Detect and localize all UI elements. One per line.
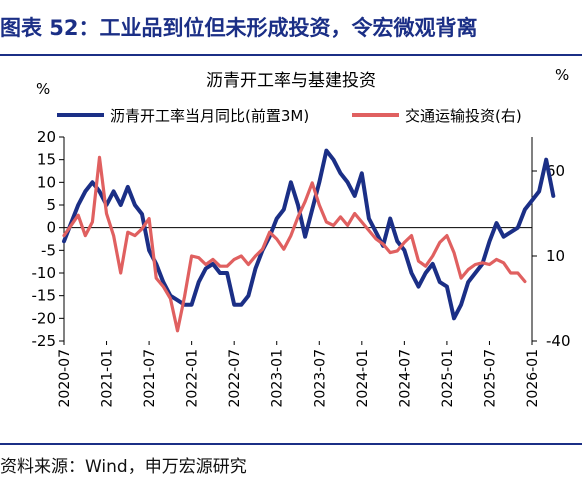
left-tick-label: -5 [41, 241, 56, 259]
x-tick-label: 2025-01 [440, 349, 456, 408]
bottom-rule [0, 443, 582, 445]
legend-label-blue: 沥青开工率当月同比(前置3M) [110, 107, 309, 125]
source-note: 资料来源：Wind，申万宏源研究 [0, 457, 247, 477]
left-unit-label: % [36, 80, 50, 98]
series-line-transport [62, 155, 527, 333]
right-unit-label: % [555, 66, 569, 84]
legend: 沥青开工率当月同比(前置3M) 交通运输投资(右) [57, 107, 522, 125]
x-tick-label: 2022-07 [227, 349, 243, 408]
left-tick-label: -20 [32, 309, 57, 327]
x-tick-label: 2023-01 [270, 349, 286, 408]
line-chart: 沥青开工率与基建投资 % % 沥青开工率当月同比(前置3M) 交通运输投资(右)… [32, 66, 571, 408]
left-tick-label: -25 [32, 332, 57, 350]
chart-title: 沥青开工率与基建投资 [206, 71, 376, 91]
left-tick-label: 15 [37, 151, 56, 169]
x-tick-label: 2026-01 [525, 349, 541, 408]
figure-title: 图表 52：工业品到位但未形成投资，令宏微观背离 [0, 16, 478, 40]
left-tick-label: 20 [37, 128, 56, 146]
left-tick-label: 10 [37, 173, 56, 191]
x-tick-label: 2025-07 [482, 349, 498, 408]
left-tick-label: 0 [46, 219, 56, 237]
x-tick-label: 2023-07 [312, 349, 328, 408]
x-tick-label: 2021-01 [100, 349, 116, 408]
x-tick-label: 2024-07 [397, 349, 413, 408]
legend-label-red: 交通运输投资(右) [405, 107, 522, 125]
x-tick-label: 2021-07 [142, 349, 158, 408]
series-layer [62, 148, 556, 333]
right-tick-label: -40 [546, 332, 571, 350]
right-tick-label: 10 [546, 247, 565, 265]
left-tick-label: -15 [32, 287, 57, 305]
x-tick-label: 2022-01 [185, 349, 201, 408]
title-underline [0, 54, 582, 56]
left-tick-label: -10 [32, 264, 57, 282]
x-tick-label: 2020-07 [57, 349, 73, 408]
left-tick-label: 5 [46, 196, 56, 214]
series-line-asphalt [62, 148, 556, 321]
x-tick-label: 2024-01 [355, 349, 371, 408]
